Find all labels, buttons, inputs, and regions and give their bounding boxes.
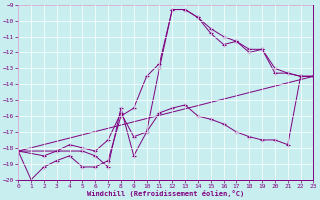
X-axis label: Windchill (Refroidissement éolien,°C): Windchill (Refroidissement éolien,°C) (87, 190, 244, 197)
